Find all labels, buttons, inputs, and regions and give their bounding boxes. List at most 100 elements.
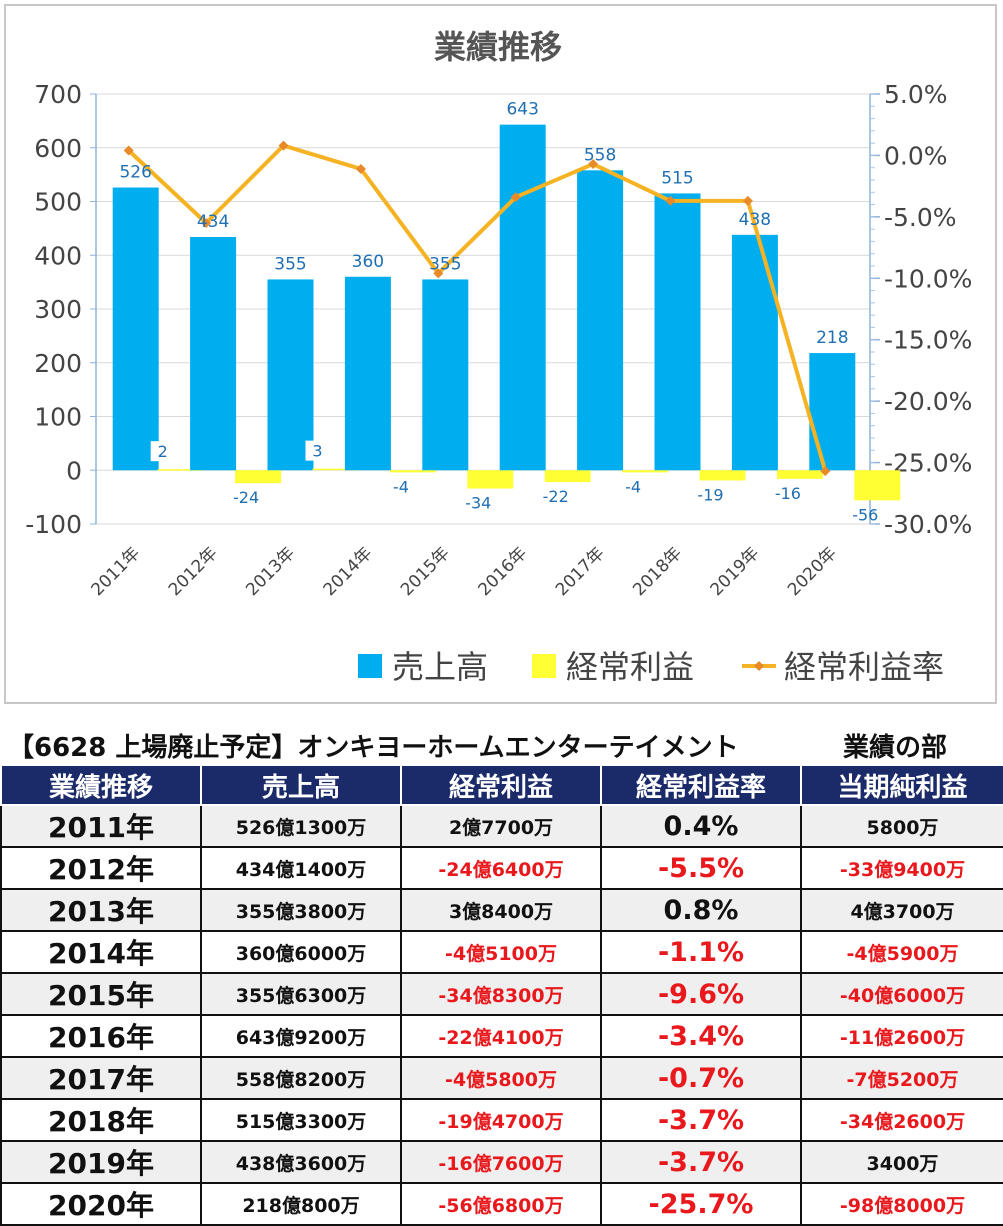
performance-table: 業績推移 売上高 経常利益 経常利益率 当期純利益 2011年 526億1300万…: [0, 764, 1003, 1226]
profit-data-label: -22: [543, 487, 569, 506]
left-tick-label: -100: [25, 510, 82, 539]
profit-rate-point: [355, 163, 366, 174]
profit-rate-point: [201, 218, 212, 228]
cell-ordinary-profit: -16億7600万: [400, 1140, 602, 1184]
left-tick-label: 0: [66, 456, 82, 485]
cell-ordinary-profit: -24億6400万: [400, 846, 602, 890]
profit-label-bg: [150, 441, 175, 462]
profit-data-label: -19: [697, 485, 723, 504]
legend-marker: [754, 661, 764, 671]
table-row: 2012年 434億1400万 -24億6400万 -5.5% -33億9400万: [0, 846, 1003, 890]
table-heading: 【6628 上場廃止予定】オンキヨーホームエンターテイメント 業績の部: [8, 727, 998, 763]
table-row: 2014年 360億6000万 -4億5100万 -1.1% -4億5900万: [0, 930, 1003, 974]
cell-sales: 355億3800万: [200, 888, 402, 932]
sales-bar: [267, 279, 314, 471]
right-tick-label: -30.0%: [884, 510, 972, 539]
cell-year: 2011年: [0, 804, 202, 848]
category-label: 2014年: [320, 543, 377, 600]
performance-chart: 業績推移 700 600 500 400 300 200 100 0 -100 5.0% 0.0% -5…: [25, 28, 972, 686]
cell-net-income: -11億2600万: [800, 1014, 1003, 1058]
left-tick-label: 700: [34, 80, 82, 109]
profit-data-label: -34: [465, 494, 491, 513]
legend-label: 経常利益率: [784, 648, 944, 686]
company-heading: 【6628 上場廃止予定】オンキヨーホームエンターテイメント: [8, 733, 739, 763]
profit-data-label: -16: [775, 484, 801, 503]
chart-title: 業績推移: [434, 28, 562, 66]
cell-net-income: 4億3700万: [800, 888, 1003, 932]
cell-sales: 526億1300万: [200, 804, 402, 848]
sales-data-label: 434: [197, 212, 229, 232]
right-tick-label: 5.0%: [884, 80, 948, 109]
sales-bar: [112, 187, 159, 471]
left-tick-label: 200: [34, 349, 82, 378]
cell-ordinary-profit: -4億5100万: [400, 930, 602, 974]
cell-year: 2020年: [0, 1182, 202, 1226]
table-row: 2011年 526億1300万 2億7700万 0.4% 5800万: [0, 804, 1003, 848]
cell-year: 2018年: [0, 1098, 202, 1142]
cell-year: 2019年: [0, 1140, 202, 1184]
category-label: 2012年: [165, 543, 222, 600]
section-heading: 業績の部: [843, 733, 948, 763]
sales-data-label: 438: [739, 210, 771, 230]
sales-bar: [731, 234, 778, 471]
cell-year: 2013年: [0, 888, 202, 932]
header-net-income: 当期純利益: [800, 764, 1003, 806]
profit-rate-point: [278, 140, 289, 151]
sales-data-label: 526: [119, 163, 151, 183]
profit-bar: [699, 470, 746, 481]
cell-year: 2016年: [0, 1014, 202, 1058]
header-year: 業績推移: [0, 764, 202, 806]
cell-profit-rate: 0.4%: [600, 804, 802, 848]
profit-bar: [312, 468, 359, 471]
cell-ordinary-profit: 3億8400万: [400, 888, 602, 932]
profit-data-label: -4: [393, 477, 409, 496]
cell-net-income: -40億6000万: [800, 972, 1003, 1016]
sales-bar: [344, 276, 391, 471]
category-label: 2020年: [784, 543, 841, 600]
sales-data-label: 643: [506, 100, 538, 120]
table-row: 2016年 643億9200万 -22億4100万 -3.4% -11億2600万: [0, 1014, 1003, 1058]
table-row: 2013年 355億3800万 3億8400万 0.8% 4億3700万: [0, 888, 1003, 932]
profit-data-label: -4: [625, 477, 641, 496]
legend-label: 経常利益: [566, 648, 694, 686]
profit-data-label: 2: [158, 442, 168, 461]
table-row: 2019年 438億3600万 -16億7600万 -3.7% 3400万: [0, 1140, 1003, 1184]
cell-year: 2017年: [0, 1056, 202, 1100]
profit-bar: [776, 470, 823, 479]
right-tick-label: 0.0%: [884, 141, 948, 170]
cell-ordinary-profit: -22億4100万: [400, 1014, 602, 1058]
cell-profit-rate: -1.1%: [600, 930, 802, 974]
cell-profit-rate: -9.6%: [600, 972, 802, 1016]
sales-data-label: 360: [352, 252, 384, 272]
profit-data-label: -56: [852, 505, 878, 524]
category-label: 2017年: [552, 543, 609, 600]
header-ordinary-profit: 経常利益: [400, 764, 602, 806]
sales-data-label: 355: [429, 254, 461, 274]
cell-profit-rate: -25.7%: [600, 1182, 802, 1226]
profit-bar: [854, 470, 901, 501]
profit-bar: [622, 470, 669, 473]
profit-rate-point: [742, 195, 753, 206]
table-header-row: 業績推移 売上高 経常利益 経常利益率 当期純利益: [0, 764, 1003, 806]
sales-data-label: 515: [661, 168, 693, 188]
cell-profit-rate: 0.8%: [600, 888, 802, 932]
cell-ordinary-profit: 2億7700万: [400, 804, 602, 848]
cell-profit-rate: -5.5%: [600, 846, 802, 890]
category-label: 2016年: [474, 543, 531, 600]
cell-sales: 643億9200万: [200, 1014, 402, 1058]
cell-profit-rate: -3.7%: [600, 1098, 802, 1142]
cell-net-income: -98億8000万: [800, 1182, 1003, 1226]
category-label: 2011年: [87, 543, 144, 600]
cell-year: 2014年: [0, 930, 202, 974]
cell-profit-rate: -0.7%: [600, 1056, 802, 1100]
cell-net-income: -7億5200万: [800, 1056, 1003, 1100]
left-tick-label: 600: [34, 134, 82, 163]
cell-year: 2012年: [0, 846, 202, 890]
table-row: 2017年 558億8200万 -4億5800万 -0.7% -7億5200万: [0, 1056, 1003, 1100]
cell-sales: 360億6000万: [200, 930, 402, 974]
cell-profit-rate: -3.7%: [600, 1140, 802, 1184]
cell-sales: 438億3600万: [200, 1140, 402, 1184]
sales-bar: [577, 170, 624, 471]
sales-bar: [499, 124, 546, 471]
profit-bar: [544, 470, 591, 483]
